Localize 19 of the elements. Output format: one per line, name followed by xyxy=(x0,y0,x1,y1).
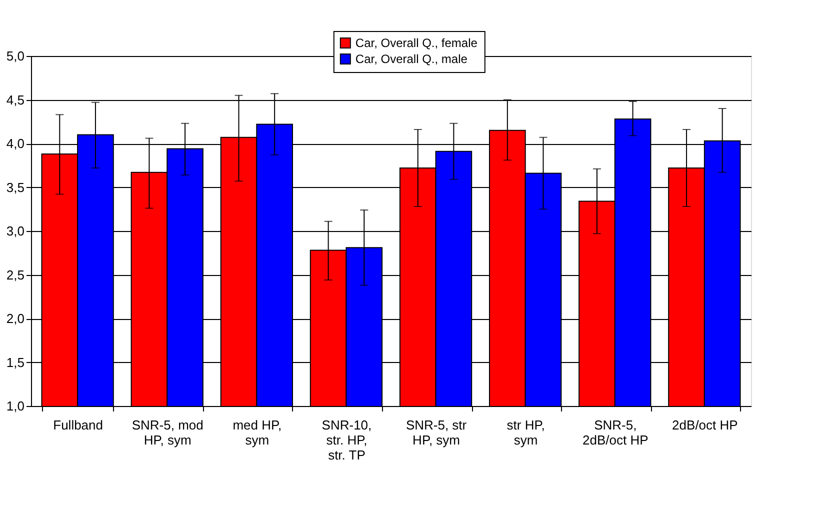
x-tick-label: 2dB/oct HP xyxy=(672,418,738,432)
y-tick-label: 2,5 xyxy=(6,267,24,282)
x-tick-label: SNR-10, str. HP, str. TP xyxy=(322,418,372,462)
y-tick-label: 3,0 xyxy=(6,224,24,238)
x-tick-label: str HP, sym xyxy=(506,418,545,448)
x-tick-label: SNR-5, mod HP, sym xyxy=(132,418,204,448)
y-tick-label: 5,0 xyxy=(6,48,24,64)
y-tick-label: 4,0 xyxy=(6,136,24,151)
x-tick-label: SNR-5, 2dB/oct HP xyxy=(582,418,648,448)
x-tick-label: SNR-5, str HP, sym xyxy=(406,418,468,448)
y-tick-label: 1,5 xyxy=(6,354,24,370)
x-tick-label: med HP, sym xyxy=(232,418,282,448)
legend-label: Car, Overall Q., female xyxy=(355,36,478,50)
y-tick-label: 2,0 xyxy=(6,311,24,326)
y-tick-label: 1,0 xyxy=(6,398,24,414)
y-tick-label: 4,5 xyxy=(6,92,24,108)
legend-label: Car, Overall Q., male xyxy=(355,52,468,66)
y-tick-label: 3,5 xyxy=(6,180,24,195)
x-tick-label: Fullband xyxy=(53,418,104,432)
